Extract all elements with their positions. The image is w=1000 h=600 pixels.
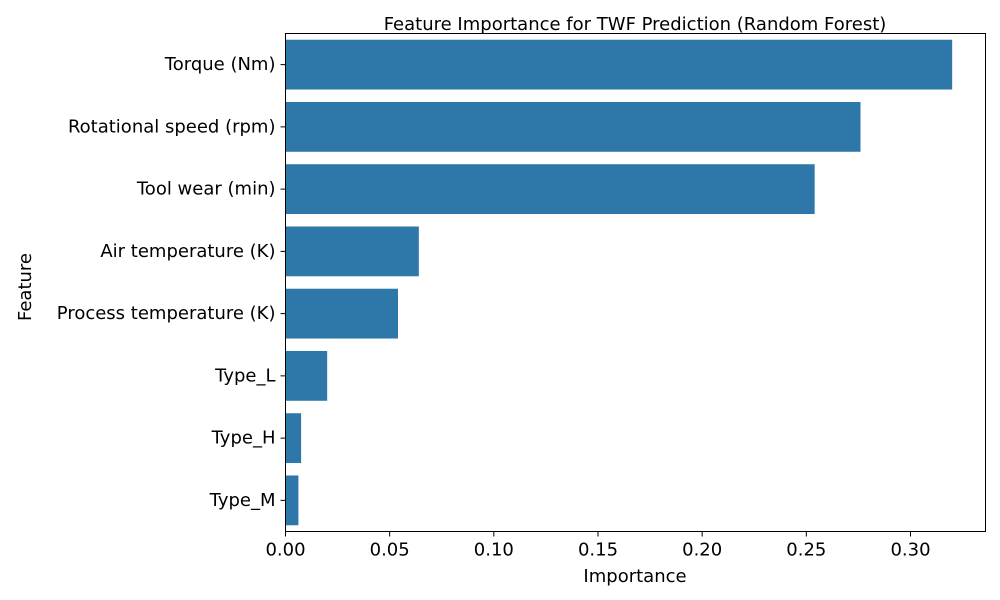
bar	[285, 288, 398, 339]
y-tick-label: Process temperature (K)	[57, 303, 276, 324]
y-tick-label: Rotational speed (rpm)	[68, 116, 276, 137]
x-tick-label: 0.20	[682, 540, 722, 561]
chart-title: Feature Importance for TWF Prediction (R…	[384, 14, 887, 35]
x-tick-label: 0.05	[370, 540, 410, 561]
x-ticks-group: 0.00 0.05 0.10 0.15 0.20 0.25 0.30	[265, 531, 931, 561]
y-tick-label: Type_L	[214, 365, 275, 386]
x-tick-label: 0.00	[265, 540, 305, 561]
bar	[285, 101, 861, 152]
bar	[285, 39, 953, 90]
x-tick-label: 0.30	[890, 540, 930, 561]
bar	[285, 164, 815, 215]
y-axis-label: Feature	[15, 253, 36, 321]
x-tick-label: 0.15	[578, 540, 618, 561]
bar	[285, 475, 299, 526]
y-tick-label: Tool wear (min)	[136, 179, 276, 200]
y-tick-label: Air temperature (K)	[100, 241, 275, 262]
y-tick-label: Torque (Nm)	[164, 54, 276, 75]
x-tick-label: 0.25	[786, 540, 826, 561]
bars-group	[285, 39, 953, 526]
x-axis-label: Importance	[583, 566, 686, 587]
y-ticks-group: Torque (Nm) Rotational speed (rpm) Tool we…	[57, 54, 286, 511]
x-tick-label: 0.10	[474, 540, 514, 561]
bar	[285, 350, 328, 401]
y-tick-label: Type_H	[211, 428, 276, 449]
bar	[285, 226, 419, 277]
plot-frame	[285, 33, 986, 532]
bar	[285, 413, 302, 464]
y-tick-label: Type_M	[209, 490, 276, 511]
